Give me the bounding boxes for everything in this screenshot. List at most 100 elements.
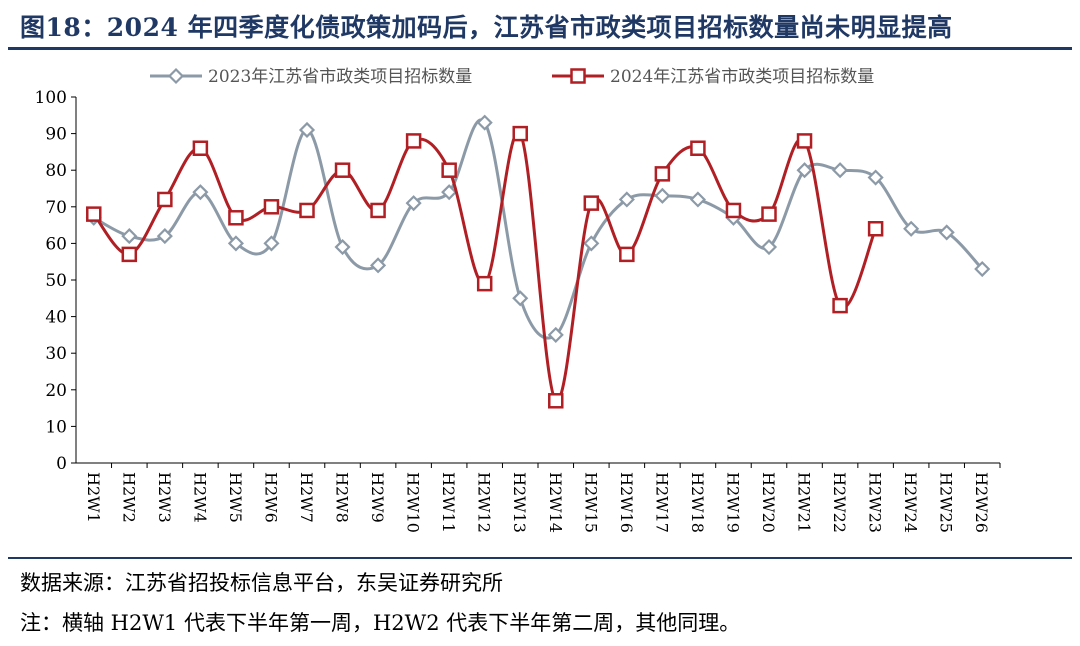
data-point [548, 393, 564, 409]
y-tick-label: 10 [45, 417, 67, 437]
data-point [334, 162, 351, 178]
legend-marker [167, 67, 185, 85]
data-point [832, 162, 849, 179]
x-tick-label: H2W15 [581, 472, 600, 533]
data-point [974, 260, 991, 278]
y-tick-label: 90 [45, 125, 67, 145]
x-tick-label: H2W19 [723, 472, 742, 533]
x-tick-label: H2W13 [510, 472, 529, 533]
data-point [441, 184, 458, 201]
data-point [619, 246, 635, 263]
data-point [796, 162, 813, 179]
data-point [654, 187, 671, 204]
x-tick-label: H2W18 [688, 472, 707, 533]
y-tick-label: 100 [35, 88, 67, 108]
x-tick-label: H2W12 [475, 472, 494, 533]
series-line [92, 130, 878, 403]
x-tick-label: H2W7 [297, 472, 316, 523]
legend-marker [570, 68, 586, 84]
data-point [156, 228, 173, 245]
data-point [618, 191, 635, 208]
x-tick-label: H2W21 [795, 472, 814, 533]
y-tick-label: 30 [45, 344, 67, 364]
y-tick-label: 0 [56, 454, 67, 474]
data-point [547, 326, 564, 343]
y-tick-label: 50 [45, 271, 67, 291]
legend-label: 2023年江苏省市政类项目招标数量 [208, 67, 472, 87]
data-point [512, 290, 529, 307]
figure-title: 图18：2024 年四季度化债政策加码后，江苏省市政类项目招标数量尚未明显提高 [20, 13, 953, 42]
y-tick-label: 40 [45, 308, 67, 328]
data-point [760, 239, 778, 256]
x-tick-label: H2W16 [617, 472, 636, 533]
data-point [86, 206, 102, 222]
data-point [405, 195, 422, 212]
legend-label: 2024年江苏省市政类项目招标数量 [610, 67, 874, 87]
x-tick-label: H2W14 [546, 472, 565, 533]
data-point [832, 297, 848, 314]
legend: 2023年江苏省市政类项目招标数量 2024年江苏省市政类项目招标数量 [150, 67, 874, 87]
data-point [299, 202, 315, 219]
x-tick-label: H2W5 [226, 472, 245, 523]
data-point [690, 140, 706, 156]
data-point [689, 191, 706, 208]
x-tick-label: H2W23 [866, 472, 885, 533]
data-point [903, 220, 920, 237]
data-point [405, 133, 422, 149]
x-tick-label: H2W25 [937, 472, 956, 533]
y-tick-label: 20 [45, 381, 67, 401]
x-tick-label: H2W6 [261, 472, 280, 523]
data-point [867, 169, 884, 186]
y-tick-label: 70 [45, 198, 67, 218]
data-point [334, 239, 351, 256]
x-tick-label: H2W26 [972, 472, 991, 533]
y-tick-label: 80 [45, 161, 67, 181]
axis-note: 注：横轴 H2W1 代表下半年第一周，H2W2 代表下半年第二周，其他同理。 [20, 611, 741, 635]
source-note: 数据来源：江苏省招投标信息平台，东吴证券研究所 [20, 571, 503, 595]
x-tick-label: H2W9 [368, 472, 387, 523]
data-point [298, 121, 316, 138]
y-tick-label: 60 [45, 234, 67, 254]
data-point [192, 184, 209, 201]
data-point [583, 235, 600, 252]
x-tick-label: H2W10 [404, 472, 423, 533]
data-point [583, 195, 600, 211]
line-chart: 2023年江苏省市政类项目招标数量 2024年江苏省市政类项目招标数量 0 10 20… [35, 67, 1001, 533]
data-point [263, 199, 280, 215]
chart-axes: 0 10 20 30 40 50 60 70 80 90 100 H2W1 H2W2 H2W3 H2W4 H2… [35, 88, 1001, 533]
data-point [796, 133, 813, 149]
data-point [761, 206, 777, 222]
x-tick-label: H2W8 [333, 472, 352, 523]
data-point [938, 224, 955, 241]
data-point [476, 114, 493, 131]
data-point [192, 140, 209, 156]
series-1 [85, 114, 991, 343]
x-tick-label: H2W4 [190, 472, 209, 523]
data-point [867, 221, 884, 237]
x-tick-label: H2W24 [901, 472, 920, 533]
x-tick-label: H2W11 [439, 472, 458, 533]
x-tick-label: H2W1 [84, 472, 103, 523]
data-point [512, 125, 528, 142]
data-point [227, 235, 244, 252]
data-point [157, 191, 173, 208]
data-point [121, 246, 138, 263]
x-tick-label: H2W3 [155, 472, 174, 523]
title-rule [8, 47, 1072, 50]
x-tick-label: H2W2 [119, 472, 138, 523]
data-point [370, 202, 386, 219]
data-point [654, 166, 671, 182]
series-layer [85, 114, 991, 409]
data-point [121, 228, 138, 245]
x-tick-label: H2W20 [759, 472, 778, 533]
footer-rule [8, 557, 1072, 559]
legend-item-2: 2024年江苏省市政类项目招标数量 [552, 67, 874, 87]
x-tick-label: H2W22 [830, 472, 849, 533]
data-point [441, 162, 457, 178]
data-point [370, 257, 387, 274]
legend-item-1: 2023年江苏省市政类项目招标数量 [150, 67, 472, 87]
series-2 [86, 125, 884, 409]
data-point [476, 275, 493, 292]
data-point [725, 202, 742, 219]
data-point [263, 235, 280, 252]
